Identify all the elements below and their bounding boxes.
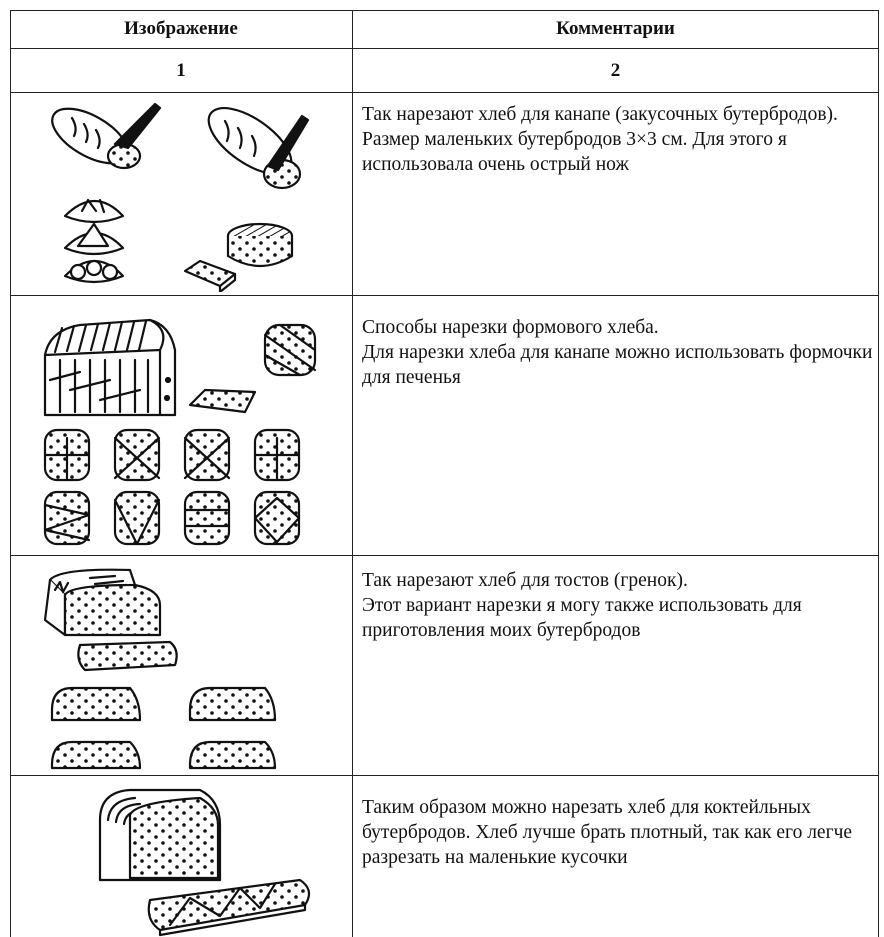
comment-text: Так нарезают хлеб для тостов (гренок). bbox=[362, 570, 688, 591]
row-rule bbox=[10, 295, 879, 296]
comment: Так нарезают хлеб для тостов (гренок). Э… bbox=[362, 568, 877, 643]
comment-text: Так нарезают хлеб для канапе (закусочных… bbox=[362, 104, 838, 125]
row-rule bbox=[10, 555, 879, 556]
table-frame bbox=[10, 10, 879, 937]
comment: Так нарезают хлеб для канапе (закусочных… bbox=[362, 102, 877, 177]
column-rule bbox=[352, 10, 353, 937]
illustration bbox=[43, 318, 317, 546]
header-cell: Изображение bbox=[124, 18, 238, 39]
comment-text: Этот вариант нарезки я могу также исполь… bbox=[362, 595, 802, 641]
column-number: 1 bbox=[176, 60, 186, 81]
header-cell: Комментарии bbox=[556, 18, 675, 39]
comment-text: Способы нарезки формового хлеба. bbox=[362, 317, 659, 338]
comment-text: Для нарезки хлеба для канапе можно испол… bbox=[362, 342, 873, 388]
comment-text: Таким образом можно нарезать хлеб для ко… bbox=[362, 797, 853, 868]
comment: Таким образом можно нарезать хлеб для ко… bbox=[362, 795, 877, 870]
illustration bbox=[43, 568, 277, 770]
column-number: 2 bbox=[610, 60, 621, 81]
illustration bbox=[51, 102, 310, 292]
row-rule bbox=[10, 92, 879, 93]
illustration bbox=[98, 788, 311, 937]
row-rule bbox=[10, 775, 879, 776]
comment-text: Размер маленьких бутербродов 3×3 см. Для… bbox=[362, 129, 787, 175]
comment: Способы нарезки формового хлеба. Для нар… bbox=[362, 315, 877, 390]
row-rule bbox=[10, 48, 879, 49]
